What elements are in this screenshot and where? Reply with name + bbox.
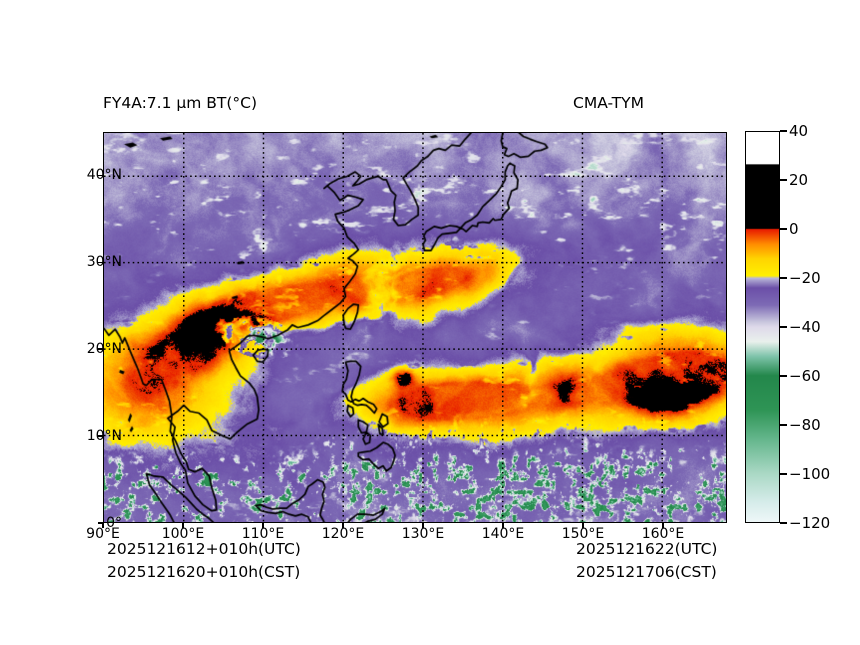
y-axis-tickmark <box>98 522 103 524</box>
x-axis-tickmark <box>582 523 584 528</box>
colorbar-tick-label: −20 <box>789 269 821 287</box>
valid-time-cst: 2025121620+010h(CST) <box>107 563 301 581</box>
x-axis-tick-label: 160°E <box>641 526 685 542</box>
colorbar-tickmark <box>780 228 787 230</box>
x-axis-tick-label: 150°E <box>561 526 605 542</box>
observation-time-utc: 2025121622(UTC) <box>576 540 718 558</box>
x-axis-tickmark <box>342 523 344 528</box>
x-axis-tick-label: 100°E <box>161 526 205 542</box>
y-axis-tick-label: 40°N <box>86 167 122 184</box>
colorbar-tickmark <box>780 473 787 475</box>
x-axis-tickmark <box>422 523 424 528</box>
x-axis-tick-label: 120°E <box>321 526 365 542</box>
colorbar-tick-label: −40 <box>789 318 821 336</box>
y-axis-tick-label: 30°N <box>86 254 122 271</box>
x-axis-tickmark <box>662 523 664 528</box>
x-axis-tick-label: 90°E <box>86 526 120 542</box>
colorbar-tick-label: −120 <box>789 514 831 532</box>
y-axis-tickmark <box>98 261 103 264</box>
y-axis-tick-label: 20°N <box>86 341 122 358</box>
y-axis-tick-label: 0° <box>106 515 122 531</box>
agency-label: CMA-TYM <box>573 94 644 112</box>
y-axis-tick-label: 10°N <box>86 428 122 445</box>
y-axis-tickmark <box>98 435 103 437</box>
colorbar-tickmark <box>780 522 787 524</box>
x-axis-tickmark <box>102 523 104 528</box>
y-axis-tickmark <box>98 174 103 177</box>
valid-time-utc: 2025121612+010h(UTC) <box>107 540 301 558</box>
x-axis-tickmark <box>182 523 184 528</box>
colorbar-tickmark <box>780 424 787 426</box>
colorbar-tickmark <box>780 130 787 132</box>
observation-time-cst: 2025121706(CST) <box>576 563 717 581</box>
colorbar-tickmark <box>780 326 787 328</box>
x-axis-tick-label: 130°E <box>401 526 445 542</box>
colorbar <box>745 131 780 523</box>
product-title: FY4A:7.1 μm BT(°C) <box>103 94 258 112</box>
colorbar-tick-label: 40 <box>789 122 809 140</box>
colorbar-gradient <box>746 132 779 522</box>
x-axis-tick-label: 140°E <box>481 526 525 542</box>
y-axis-tickmark <box>98 348 103 351</box>
colorbar-tickmark <box>780 179 787 181</box>
x-axis-tickmark <box>502 523 504 528</box>
colorbar-tick-label: −100 <box>789 465 831 483</box>
colorbar-tick-label: −80 <box>789 416 821 434</box>
satellite-map-panel[interactable] <box>103 132 727 523</box>
chart-title-row: FY4A:7.1 μm BT(°C) CMA-TYM <box>103 94 727 116</box>
colorbar-tick-label: −60 <box>789 367 821 385</box>
colorbar-tick-label: 0 <box>789 220 799 238</box>
colorbar-tickmark <box>780 375 787 377</box>
x-axis-tickmark <box>262 523 264 528</box>
x-axis-tick-label: 110°E <box>241 526 285 542</box>
colorbar-tickmark <box>780 277 787 279</box>
brightness-temperature-raster <box>104 133 726 522</box>
colorbar-tick-label: 20 <box>789 171 809 189</box>
